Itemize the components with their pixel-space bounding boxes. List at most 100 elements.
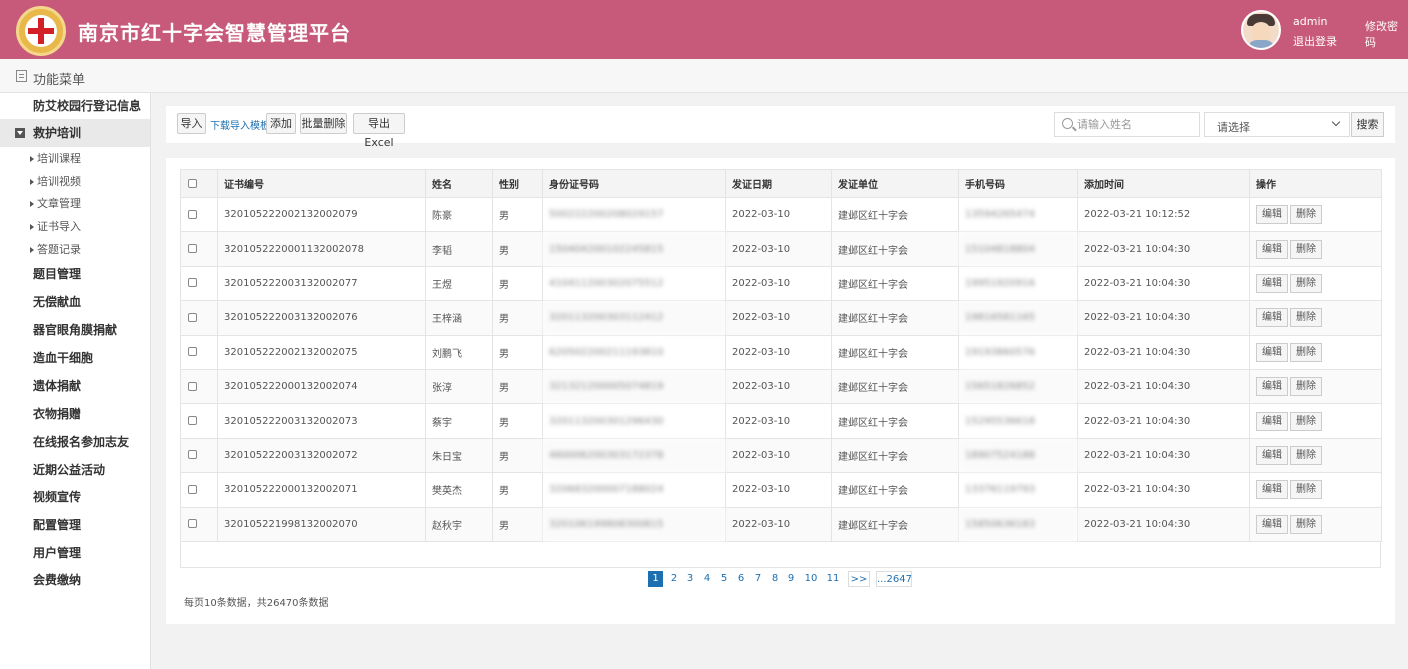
sidebar-item-questions[interactable]: 题目管理 <box>33 267 82 281</box>
col-header-gender[interactable]: 性别 <box>492 169 543 198</box>
col-header-cert-no[interactable]: 证书编号 <box>217 169 426 198</box>
edit-button[interactable]: 编辑 <box>1256 308 1288 328</box>
row-checkbox[interactable] <box>188 209 197 219</box>
page-10[interactable]: 10 <box>804 573 818 584</box>
page-6[interactable]: 6 <box>737 573 745 584</box>
row-checkbox[interactable] <box>188 381 197 391</box>
row-checkbox[interactable] <box>188 244 197 254</box>
edit-button[interactable]: 编辑 <box>1256 205 1288 225</box>
filter-select[interactable]: 请选择 <box>1204 112 1350 137</box>
sidebar-subitem-cert-import[interactable]: 证书导入 <box>0 216 150 238</box>
row-checkbox[interactable] <box>188 416 197 426</box>
row-select-cell <box>180 265 218 302</box>
export-excel-button[interactable]: 导出Excel <box>353 113 405 149</box>
logout-link[interactable]: 退出登录 <box>1293 35 1337 48</box>
sidebar-item-fees[interactable]: 会费缴纳 <box>33 573 82 587</box>
search-input[interactable] <box>1077 113 1197 136</box>
add-button[interactable]: 添加 <box>266 113 296 134</box>
page-1[interactable]: 1 <box>648 571 663 587</box>
sidebar-item-video-promo[interactable]: 视频宣传 <box>33 490 82 504</box>
sidebar-subitem-articles[interactable]: 文章管理 <box>0 193 150 215</box>
id-number-cell: 320113200301296430 <box>542 403 726 439</box>
edit-button[interactable]: 编辑 <box>1256 514 1288 534</box>
delete-button[interactable]: 删除 <box>1290 445 1322 465</box>
cert-no-cell: 320105222002132002079 <box>217 196 426 233</box>
edit-button[interactable]: 编辑 <box>1256 342 1288 362</box>
sidebar-item-charity-events[interactable]: 近期公益活动 <box>33 463 106 477</box>
edit-button[interactable]: 编辑 <box>1256 445 1288 465</box>
search-button[interactable]: 搜索 <box>1351 112 1384 137</box>
sidebar-subitem-training-videos[interactable]: 培训视频 <box>0 171 150 193</box>
cert-no-cell: 3201052220001132002078 <box>217 231 426 267</box>
col-header-added-time[interactable]: 添加时间 <box>1077 169 1250 198</box>
change-password-link[interactable]: 修改密码 <box>1365 20 1398 49</box>
import-button[interactable]: 导入 <box>177 113 206 134</box>
edit-button[interactable]: 编辑 <box>1256 239 1288 259</box>
last-page-button[interactable]: ...2647 <box>876 571 912 587</box>
sidebar-item-clothes-donation[interactable]: 衣物捐赠 <box>33 407 82 421</box>
col-header-id-number[interactable]: 身份证号码 <box>542 169 726 198</box>
next-pages-button[interactable]: >> <box>848 571 870 587</box>
issue-date-cell: 2022-03-10 <box>725 265 832 302</box>
sidebar-item-hiv-campus[interactable]: 防艾校园行登记信息 <box>33 99 142 113</box>
actions-cell: 编辑 删除 <box>1249 300 1382 336</box>
sidebar-subitem-label: 培训课程 <box>37 152 81 165</box>
sidebar-item-stem-cell[interactable]: 造血干细胞 <box>33 351 94 365</box>
row-select-cell <box>180 300 218 336</box>
page-5[interactable]: 5 <box>720 573 728 584</box>
delete-button[interactable]: 删除 <box>1290 239 1322 259</box>
batch-delete-button[interactable]: 批量删除 <box>300 113 347 134</box>
page-info: 每页10条数据，共26470条数据 <box>184 598 329 609</box>
row-checkbox[interactable] <box>188 450 197 460</box>
sidebar-item-body-donation[interactable]: 遗体捐献 <box>33 379 82 393</box>
edit-button[interactable]: 编辑 <box>1256 377 1288 397</box>
page-2[interactable]: 2 <box>670 573 678 584</box>
row-checkbox[interactable] <box>188 484 197 494</box>
download-template-link[interactable]: 下载导入模板 <box>210 121 270 132</box>
row-checkbox[interactable] <box>188 278 197 288</box>
id-number-cell: 500222200208029157 <box>542 196 726 233</box>
delete-button[interactable]: 删除 <box>1290 273 1322 293</box>
delete-button[interactable]: 删除 <box>1290 480 1322 500</box>
page-11[interactable]: 11 <box>826 573 840 584</box>
row-checkbox[interactable] <box>188 347 197 357</box>
gender-cell: 男 <box>492 506 543 542</box>
delete-button[interactable]: 删除 <box>1290 377 1322 397</box>
sidebar-group-first-aid-training[interactable]: 救护培训 <box>0 119 150 147</box>
page-8[interactable]: 8 <box>771 573 779 584</box>
name-cell: 樊英杰 <box>425 472 493 508</box>
issue-date-cell: 2022-03-10 <box>725 437 832 474</box>
page-3[interactable]: 3 <box>686 573 694 584</box>
delete-button[interactable]: 删除 <box>1290 308 1322 328</box>
col-header-phone[interactable]: 手机号码 <box>958 169 1078 198</box>
page-9[interactable]: 9 <box>787 573 795 584</box>
delete-button[interactable]: 删除 <box>1290 514 1322 534</box>
user-avatar-icon[interactable] <box>1241 10 1281 50</box>
id-number-cell: 320113200303112412 <box>542 300 726 336</box>
delete-button[interactable]: 删除 <box>1290 342 1322 362</box>
sidebar-item-volunteer-signup[interactable]: 在线报名参加志友 <box>33 435 130 449</box>
page-7[interactable]: 7 <box>754 573 762 584</box>
sidebar-item-config[interactable]: 配置管理 <box>33 518 82 532</box>
select-all-checkbox[interactable] <box>188 178 197 188</box>
sidebar-subitem-answer-records[interactable]: 答题记录 <box>0 239 150 261</box>
row-checkbox[interactable] <box>188 312 197 322</box>
issue-date-cell: 2022-03-10 <box>725 334 832 370</box>
sidebar-item-blood-donation[interactable]: 无偿献血 <box>33 295 82 309</box>
edit-button[interactable]: 编辑 <box>1256 411 1288 431</box>
col-header-issue-date[interactable]: 发证日期 <box>725 169 832 198</box>
sidebar-subitem-training-courses[interactable]: 培训课程 <box>0 148 150 170</box>
delete-button[interactable]: 删除 <box>1290 205 1322 225</box>
col-header-name[interactable]: 姓名 <box>425 169 493 198</box>
edit-button[interactable]: 编辑 <box>1256 480 1288 500</box>
col-header-issuer[interactable]: 发证单位 <box>831 169 959 198</box>
menu-list-icon <box>16 70 27 82</box>
page-4[interactable]: 4 <box>703 573 711 584</box>
edit-button[interactable]: 编辑 <box>1256 273 1288 293</box>
sidebar-item-users[interactable]: 用户管理 <box>33 546 82 560</box>
sidebar-item-organ-donation[interactable]: 器官眼角膜捐献 <box>33 323 118 337</box>
row-checkbox[interactable] <box>188 519 197 529</box>
id-number-cell: 620502200211193810 <box>542 334 726 370</box>
cert-no-cell: 320105222000132002074 <box>217 368 426 405</box>
delete-button[interactable]: 删除 <box>1290 411 1322 431</box>
